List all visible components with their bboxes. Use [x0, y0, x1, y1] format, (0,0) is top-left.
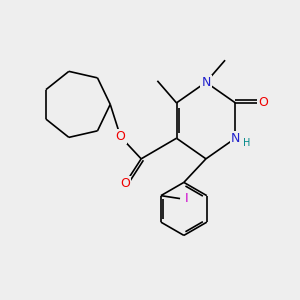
Text: O: O	[120, 177, 130, 190]
Text: H: H	[243, 138, 250, 148]
Text: I: I	[185, 192, 188, 205]
Text: O: O	[116, 130, 125, 143]
Text: N: N	[201, 76, 211, 89]
Text: O: O	[258, 96, 268, 110]
Text: N: N	[231, 132, 240, 145]
